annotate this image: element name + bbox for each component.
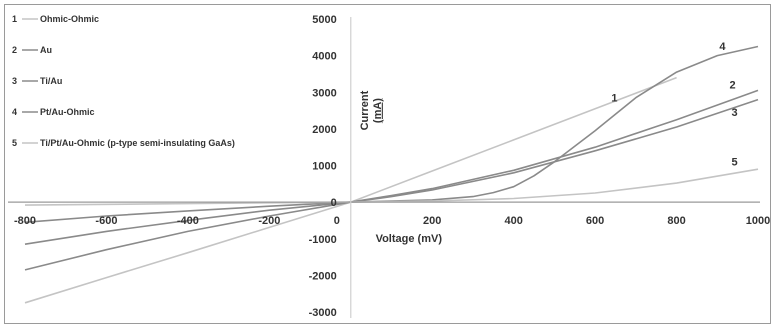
x-axis-title: Voltage (mV) (376, 233, 443, 245)
series-line-2 (24, 89, 759, 245)
curve-label-1: 1 (611, 92, 617, 104)
y-tick-label: -2000 (309, 270, 337, 282)
axes-layer (8, 17, 760, 318)
y-axis-title-line2: (mA) (372, 98, 384, 123)
x-tick-label: -400 (177, 215, 199, 227)
series-line-5 (24, 168, 759, 206)
curves-layer (24, 45, 759, 304)
legend-number: 1 (12, 14, 17, 24)
x-tick-label: 800 (667, 215, 685, 227)
curve-label-5: 5 (732, 157, 738, 169)
curve-label-3: 3 (732, 107, 738, 119)
x-tick-label: -800 (14, 215, 36, 227)
curve-number-labels: 1 2 3 4 5 (611, 41, 737, 168)
legend-number: 4 (12, 107, 17, 117)
legend-label: Ti/Au (40, 76, 62, 86)
x-tick-labels: -800 -600 -400 -200 0 200 400 600 800 1000 (14, 215, 770, 227)
y-tick-label: 0 (331, 197, 337, 209)
y-tick-label: 5000 (312, 14, 336, 26)
curve-label-2: 2 (729, 80, 735, 92)
y-tick-label: 4000 (312, 51, 336, 63)
x-tick-label: 200 (423, 215, 441, 227)
legend-label: Ohmic-Ohmic (40, 14, 99, 24)
x-tick-label: 1000 (746, 215, 770, 227)
legend-number: 3 (12, 76, 17, 86)
legend-number: 2 (12, 45, 17, 55)
y-tick-label: 3000 (312, 87, 336, 99)
x-tick-label: 0 (334, 215, 340, 227)
legend-number: 5 (12, 138, 17, 148)
x-tick-label: -200 (258, 215, 280, 227)
legend-label: Pt/Au-Ohmic (40, 107, 95, 117)
y-tick-labels: -3000 -2000 -1000 0 1000 2000 3000 4000 5000 (309, 14, 337, 319)
legend-label: Au (40, 45, 52, 55)
y-axis-title-line1: Current (359, 90, 371, 130)
y-tick-label: -1000 (309, 234, 337, 246)
series-line-3 (24, 98, 759, 271)
legend-label: Ti/Pt/Au-Ohmic (p-type semi-insulating G… (40, 138, 235, 148)
x-tick-label: -600 (95, 215, 117, 227)
chart-frame (4, 4, 771, 324)
curve-label-4: 4 (719, 41, 726, 53)
series-line-4 (24, 45, 759, 224)
x-tick-label: 600 (586, 215, 604, 227)
y-tick-label: -3000 (309, 307, 337, 319)
y-tick-label: 2000 (312, 124, 336, 136)
x-tick-label: 400 (504, 215, 522, 227)
y-tick-label: 1000 (312, 161, 336, 173)
legend: 1 Ohmic-Ohmic 2 Au 3 Ti/Au 4 Pt/Au-Ohmic 5 Ti/Pt/… (12, 14, 235, 148)
